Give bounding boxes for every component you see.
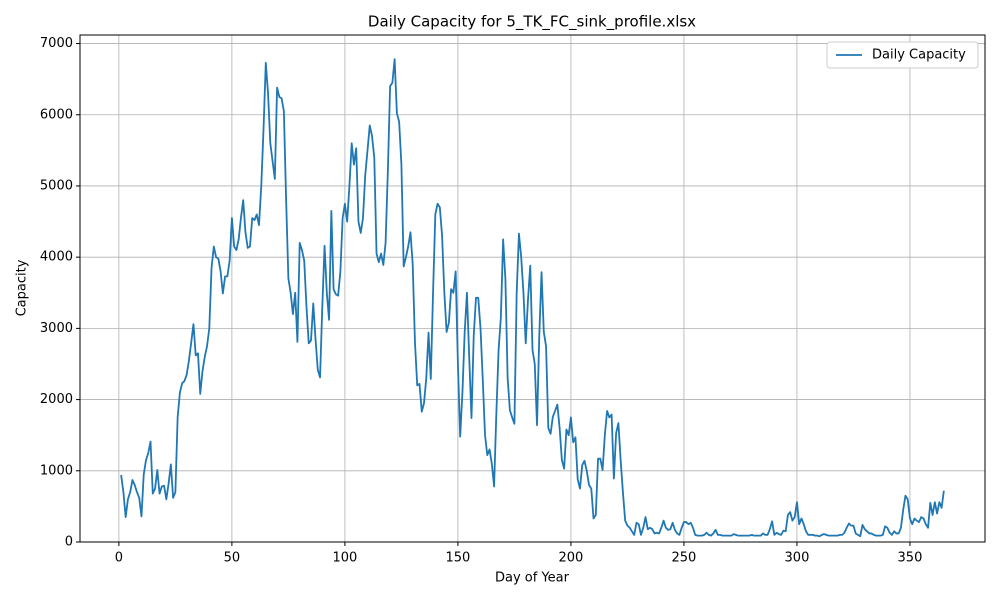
y-tick-label: 1000	[40, 463, 73, 478]
y-tick-label: 7000	[40, 36, 73, 51]
x-tick-label: 200	[559, 551, 584, 566]
plot-frame	[79, 34, 986, 543]
y-tick-label: 6000	[40, 107, 73, 122]
y-tick-label: 3000	[40, 321, 73, 336]
legend-box	[826, 41, 979, 69]
x-tick-label: 0	[115, 551, 123, 566]
data-line	[120, 58, 945, 538]
y-tick-label: 5000	[40, 178, 73, 193]
x-tick-label: 350	[898, 551, 923, 566]
y-axis-label: Capacity	[15, 259, 30, 316]
x-tick-label: 250	[672, 551, 697, 566]
x-tick-label: 300	[785, 551, 810, 566]
x-axis-label: Day of Year	[495, 571, 570, 586]
y-tick-label: 2000	[40, 392, 73, 407]
chart-title: Daily Capacity for 5_TK_FC_sink_profile.…	[368, 13, 696, 32]
x-tick-label: 150	[445, 551, 470, 566]
y-tick-label: 4000	[40, 250, 73, 265]
x-tick-label: 50	[224, 551, 241, 566]
legend-label: Daily Capacity	[872, 48, 966, 63]
y-tick-label: 0	[65, 535, 73, 550]
x-tick-label: 100	[332, 551, 357, 566]
